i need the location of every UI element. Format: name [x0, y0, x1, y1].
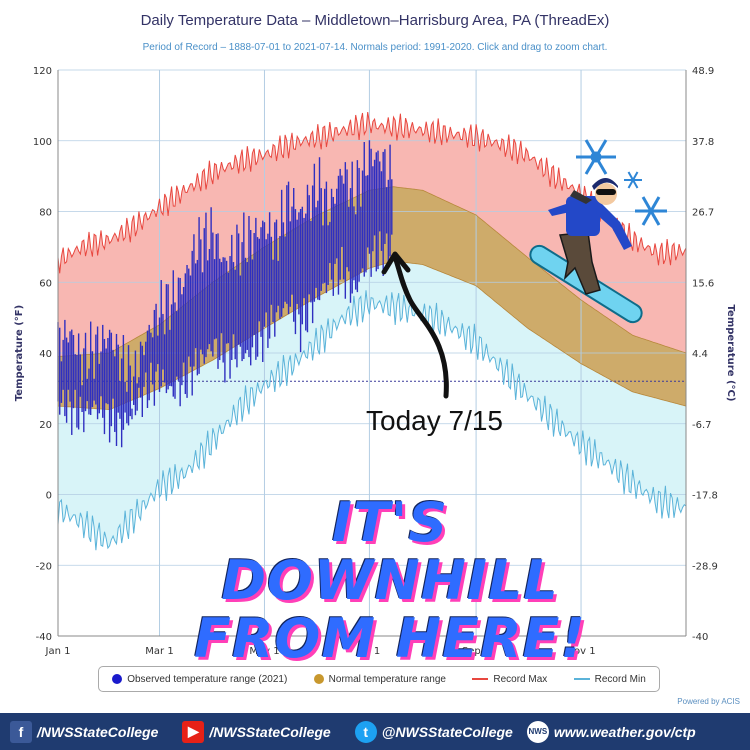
snowflake-icon: [635, 196, 667, 226]
chart-title: Daily Temperature Data – Middletown–Harr…: [140, 12, 610, 29]
chart-bands: [58, 112, 686, 551]
legend-item-observed[interactable]: Observed temperature range (2021): [112, 674, 287, 685]
x-tick-label: Sep 1: [462, 646, 490, 657]
twitter-link[interactable]: t @NWSStateCollege: [354, 720, 513, 743]
legend-swatch: [472, 678, 489, 680]
footer-text: www.weather.gov/ctp: [553, 723, 696, 740]
y-axis-title-right: Temperature (°C): [725, 305, 736, 402]
y-tick-label-right: 15.6: [692, 278, 714, 289]
legend-item-record-min[interactable]: Record Min: [573, 673, 646, 685]
y-tick-label-right: -17.8: [692, 491, 718, 502]
y-tick-label: -40: [36, 632, 52, 643]
chart-axes: 120 48.9 100 37.8 80 26.7 60 15.6 40 4.4 20 -6.7 0 -1…: [14, 66, 736, 657]
legend-swatch: [112, 674, 123, 684]
footer-text: @NWSStateCollege: [381, 723, 513, 740]
youtube-icon: ▶: [182, 720, 205, 743]
record-min-line: [57, 290, 687, 551]
y-tick-label-right: 48.9: [692, 66, 714, 77]
legend-label: Record Max: [493, 673, 548, 685]
powered-by-link[interactable]: Powered by ACIS: [677, 697, 740, 706]
y-tick-label-right: -6.7: [692, 420, 712, 431]
noaa-logo: NWS: [526, 720, 549, 743]
chart-subtitle: Period of Record – 1888-07-01 to 2021-07…: [142, 42, 608, 53]
headline: IT'S DOWNHILL FROM HERE!: [170, 494, 610, 668]
snowflake-icon: [624, 171, 642, 189]
youtube-link[interactable]: ▶ /NWSStateCollege: [182, 720, 331, 743]
legend-swatch: [313, 674, 324, 684]
y-tick-label: 0: [46, 491, 52, 502]
footer-text: /NWSStateCollege: [209, 723, 331, 740]
normal-range-band: [58, 186, 686, 410]
website-link[interactable]: NWS www.weather.gov/ctp: [526, 720, 696, 743]
legend-swatch: [573, 678, 590, 680]
facebook-icon: f: [10, 720, 32, 743]
chart-decor: [381, 139, 667, 399]
legend-item-normal[interactable]: Normal temperature range: [313, 673, 446, 685]
today-annotation: Today 7/15: [366, 405, 503, 436]
y-tick-label: 100: [33, 137, 52, 148]
x-tick-label: May 1: [249, 646, 279, 657]
social-footer: f /NWSStateCollege ▶ /NWSStateCollege t …: [0, 713, 750, 750]
snowboarder-icon: [529, 178, 643, 324]
chart-legend: Observed temperature range (2021) Normal…: [98, 666, 660, 692]
chart-series: [57, 112, 687, 551]
legend-label: Record Min: [594, 673, 646, 685]
y-tick-label: 60: [39, 278, 52, 289]
legend-label: Normal temperature range: [328, 673, 446, 685]
y-tick-label: 80: [39, 208, 52, 219]
x-tick-label: Jul 1: [358, 646, 381, 657]
twitter-icon: t: [354, 720, 377, 743]
y-tick-label: -20: [36, 561, 52, 572]
y-tick-label-right: -40: [692, 632, 708, 643]
y-tick-label-right: 37.8: [692, 137, 714, 148]
arrow-icon: [393, 257, 449, 399]
headline-line-2: FROM HERE!: [193, 607, 587, 670]
x-tick-label: Mar 1: [145, 646, 173, 657]
x-tick-label: Jan 1: [45, 646, 71, 657]
facebook-link[interactable]: f /NWSStateCollege: [10, 720, 159, 743]
temperature-chart[interactable]: 120 48.9 100 37.8 80 26.7 60 15.6 40 4.4 20 -6.7 0 -1…: [0, 0, 750, 710]
y-tick-label-right: 4.4: [692, 349, 708, 360]
footer-text: /NWSStateCollege: [37, 723, 159, 740]
legend-item-record-max[interactable]: Record Max: [472, 674, 547, 685]
record-cold-band: [58, 261, 686, 551]
normal-low-line: [57, 260, 687, 411]
y-tick-label: 20: [39, 420, 52, 431]
y-tick-label-right: -28.9: [692, 561, 718, 572]
snowflake-icon: [576, 139, 616, 175]
x-tick-label: Nov 1: [567, 646, 596, 657]
headline-line-1: IT'S DOWNHILL: [221, 491, 559, 612]
y-tick-label: 120: [33, 66, 52, 77]
record-warm-band: [58, 112, 686, 357]
arrowhead-icon: [381, 251, 411, 275]
y-axis-title-left: Temperature (°F): [14, 305, 25, 401]
y-tick-label-right: 26.7: [692, 208, 714, 219]
legend-label: Observed temperature range (2021): [127, 673, 288, 685]
y-tick-label: 40: [39, 349, 52, 360]
